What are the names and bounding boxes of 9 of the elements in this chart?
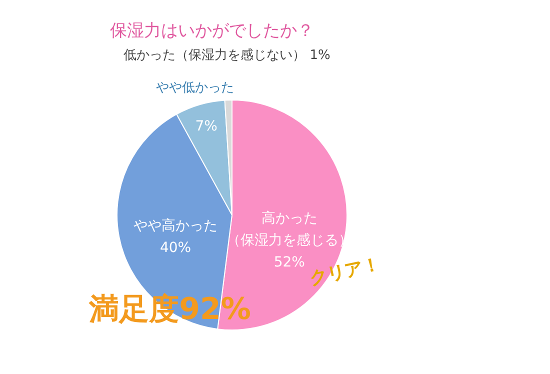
slice-label: 低かった（保湿力を感じない） 1%	[124, 48, 330, 64]
chart-title: 保湿力はいかがでしたか？	[110, 21, 314, 41]
slice-label: 高かった（保湿力を感じる）	[226, 210, 352, 249]
data-label: 40%	[160, 240, 192, 256]
text: クリア！	[308, 254, 382, 290]
data-label: 7%	[195, 118, 218, 135]
slice-label: やや低かった	[156, 80, 234, 96]
data-label: 52%	[274, 254, 305, 271]
slice-label: やや高かった	[134, 218, 218, 234]
